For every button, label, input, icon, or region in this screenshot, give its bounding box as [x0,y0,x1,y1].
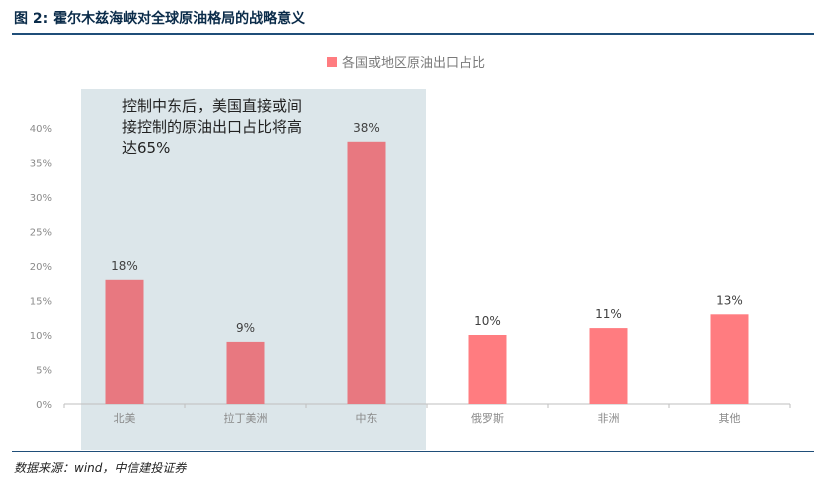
legend-label: 各国或地区原油出口占比 [342,55,485,71]
data-label: 18% [111,259,138,273]
y-tick-label: 25% [30,228,52,239]
y-tick-label: 15% [30,297,52,308]
legend-swatch [327,57,337,67]
y-tick-label: 40% [30,124,52,135]
bar [226,341,265,404]
bar-chart: 各国或地区原油出口占比 0% 5% 10% 15% 20% 25% 30% 35% 40% 18… [30,55,791,450]
legend: 各国或地区原油出口占比 [327,55,485,71]
data-labels: 18% 9% 38% 10% 11% 13% [111,121,743,335]
data-label: 10% [474,314,501,328]
title-rule [12,33,814,35]
y-tick-label: 35% [30,159,52,170]
data-label: 38% [353,121,380,135]
bar [710,314,749,404]
figure-title: 图 2: 霍尔木兹海峡对全球原油格局的战略意义 [14,11,306,27]
source-rule [12,451,814,452]
x-tick-label: 俄罗斯 [471,412,504,425]
bar [105,279,144,404]
x-axis: 北美 拉丁美洲 中东 俄罗斯 非洲 其他 [63,404,791,425]
bar [468,335,507,404]
y-tick-label: 10% [30,331,52,342]
x-tick-label: 其他 [719,412,741,425]
y-tick-label: 5% [36,366,52,377]
y-tick-label: 0% [36,400,52,411]
y-axis: 0% 5% 10% 15% 20% 25% 30% 35% 40% [30,124,52,411]
source-note: 数据来源：wind，中信建投证券 [14,461,187,475]
y-tick-label: 30% [30,193,52,204]
x-tick-label: 中东 [356,412,378,425]
bar [589,328,628,404]
y-tick-label: 20% [30,262,52,273]
data-label: 11% [595,307,622,321]
x-tick-label: 拉丁美洲 [224,411,268,425]
bars [105,141,749,405]
x-tick-label: 非洲 [598,412,620,425]
data-label: 9% [236,321,255,335]
x-tick-label: 北美 [114,412,136,425]
bar [347,141,386,405]
annotation-text: 控制中东后，美国直接或间接控制的原油出口占比将高达65% [122,97,303,157]
data-label: 13% [716,293,743,307]
